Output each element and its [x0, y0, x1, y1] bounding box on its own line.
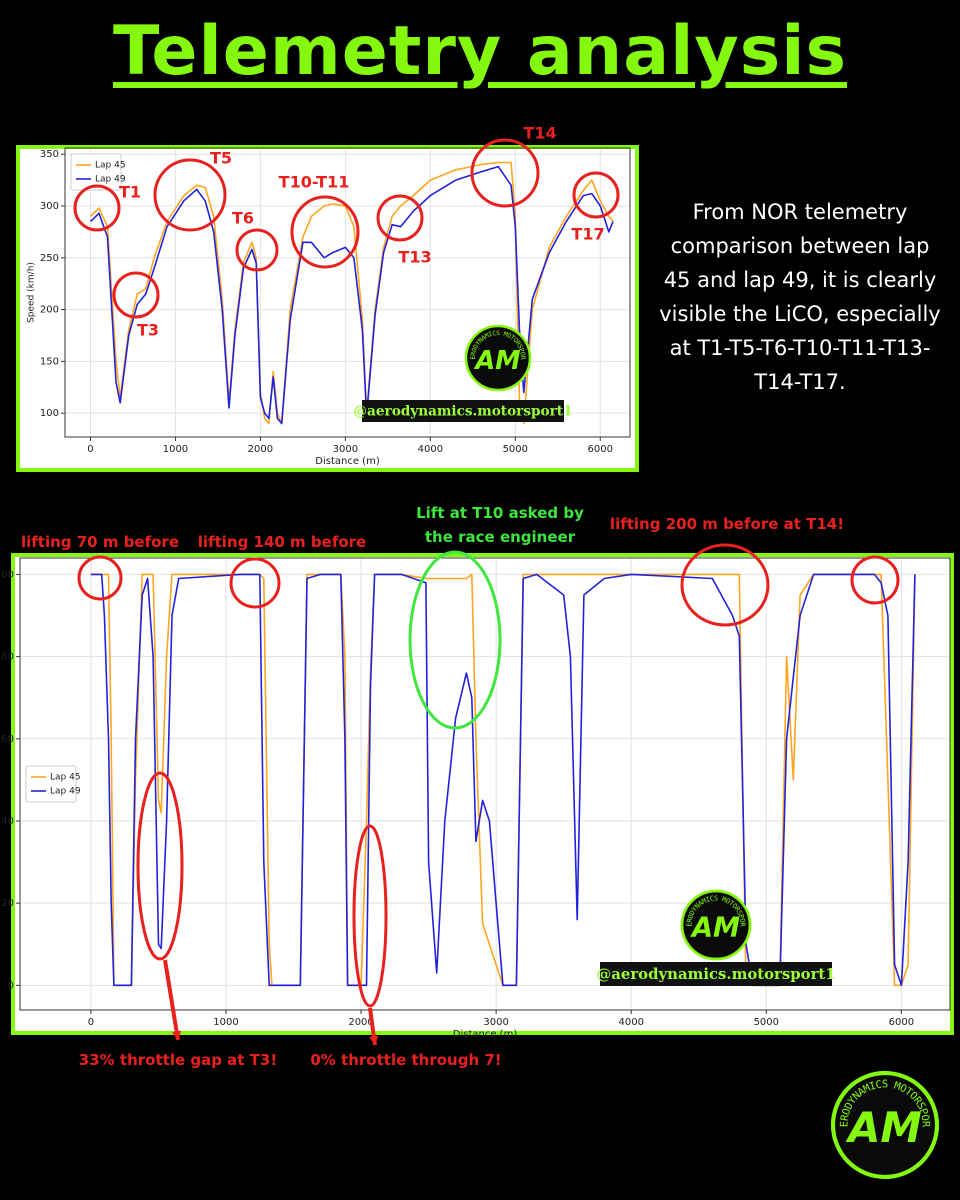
highlight-ring — [850, 555, 900, 605]
x-tick-label: 1000 — [213, 1017, 238, 1028]
y-tick-label: 150 — [40, 356, 59, 367]
y-tick-label: 80 — [1, 652, 14, 663]
highlight-ring — [572, 171, 620, 219]
y-tick-label: 300 — [40, 201, 59, 212]
logo-letters: AM — [690, 913, 740, 944]
x-tick-label: 0 — [87, 444, 93, 455]
logo-circle — [680, 889, 752, 961]
highlight-ring — [153, 158, 227, 232]
logo-letters: AM — [473, 346, 520, 376]
highlight-ring — [470, 138, 540, 208]
chart-frame — [11, 553, 954, 1035]
x-axis-label: Distance (m) — [453, 1029, 518, 1040]
highlight-ring — [73, 184, 121, 232]
y-tick-label: 100 — [0, 569, 14, 580]
annotation: T6 — [231, 208, 255, 228]
logo-circle — [830, 1070, 940, 1180]
arrow-head — [171, 1030, 182, 1040]
x-tick-label: 2000 — [348, 1017, 373, 1028]
x-tick-label: 6000 — [588, 444, 613, 455]
logo-letters: AM — [845, 1103, 922, 1152]
annotation: lifting 70 m before — [20, 533, 180, 551]
y-tick-label: 20 — [1, 898, 14, 909]
highlight-ring — [229, 557, 281, 609]
highlight-ring — [136, 771, 184, 961]
y-tick-label: 60 — [1, 734, 14, 745]
x-tick-label: 0 — [88, 1017, 94, 1028]
highlight-ring — [408, 550, 502, 730]
annotation: 0% throttle through 7! — [310, 1051, 502, 1069]
annotation: Lift at T10 asked by the race engineer — [416, 504, 584, 546]
x-tick-label: 1000 — [163, 444, 188, 455]
x-tick-label: 4000 — [618, 1017, 643, 1028]
x-tick-label: 2000 — [248, 444, 273, 455]
y-tick-label: 350 — [40, 149, 59, 160]
watermark: @aerodynamics.motorsport1 — [353, 404, 572, 420]
legend-box — [70, 153, 122, 191]
y-tick-label: 250 — [40, 253, 59, 264]
y-axis-label: Speed (km/h) — [27, 262, 37, 323]
logo-circle — [464, 324, 532, 392]
highlight-ring — [112, 271, 160, 319]
highlight-ring — [376, 194, 424, 242]
x-tick-label: 4000 — [418, 444, 443, 455]
x-tick-label: 6000 — [889, 1017, 914, 1028]
legend-label: Lap 49 — [50, 787, 81, 797]
y-tick-label: 40 — [1, 816, 14, 827]
legend-label: Lap 45 — [95, 161, 126, 171]
annotation: T10-T11 — [278, 172, 350, 192]
arrow-shaft — [163, 959, 180, 1041]
page-title: Telemetry analysis — [113, 12, 847, 91]
description: From NOR telemetry comparison between la… — [659, 200, 941, 395]
legend-box — [25, 765, 77, 803]
highlight-ring — [680, 543, 770, 627]
legend-label: Lap 45 — [50, 773, 81, 783]
annotation: T17 — [571, 224, 605, 244]
annotation: T1 — [118, 182, 142, 202]
annotation: lifting 200 m before at T14! — [609, 515, 845, 533]
y-tick-label: 200 — [40, 305, 59, 316]
annotation: lifting 140 m before — [197, 533, 367, 551]
arrow-head — [369, 1035, 379, 1045]
annotation: 33% throttle gap at T3! — [78, 1051, 278, 1069]
watermark: @aerodynamics.motorsport1 — [596, 965, 835, 983]
annotation: T3 — [136, 320, 160, 340]
y-tick-label: 0 — [8, 980, 14, 991]
x-tick-label: 3000 — [483, 1017, 508, 1028]
annotation: T14 — [523, 123, 557, 143]
plot-border — [19, 557, 951, 1011]
watermark-bg — [362, 400, 564, 422]
highlight-ring — [352, 824, 388, 1008]
annotation: T5 — [209, 148, 233, 168]
highlight-ring — [290, 195, 360, 269]
highlight-ring — [77, 555, 123, 601]
x-tick-label: 5000 — [754, 1017, 779, 1028]
x-tick-label: 5000 — [503, 444, 528, 455]
x-axis-label: Distance (m) — [315, 456, 380, 467]
highlight-ring — [235, 228, 279, 272]
plot-border — [64, 147, 631, 438]
legend-label: Lap 49 — [95, 175, 126, 185]
y-tick-label: 100 — [40, 408, 59, 419]
watermark-bg — [600, 962, 832, 986]
x-tick-label: 3000 — [333, 444, 358, 455]
annotation: T13 — [398, 247, 432, 267]
